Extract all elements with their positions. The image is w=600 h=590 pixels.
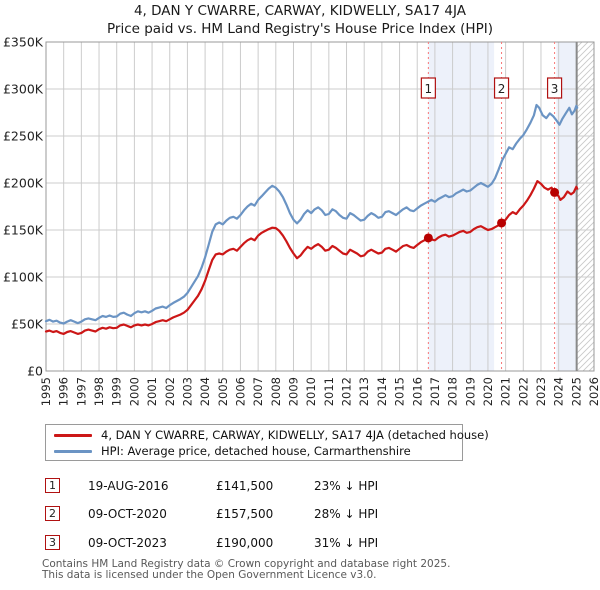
sale-flag-number: 1: [425, 82, 433, 96]
x-axis-tick-label: 1998: [92, 377, 106, 406]
legend-item-hpi: HPI: Average price, detached house, Carm…: [46, 444, 462, 459]
legend-label-hpi: HPI: Average price, detached house, Carm…: [101, 444, 411, 458]
y-axis-tick-label: £100K: [3, 270, 44, 285]
sale-flag-box: [493, 77, 510, 99]
x-axis-tick-label: 2016: [410, 377, 424, 406]
y-axis-tick-label: £200K: [3, 176, 44, 191]
x-axis-tick-label: 2000: [127, 377, 141, 406]
x-axis-tick-label: 2006: [233, 377, 247, 406]
x-axis-tick-label: 2026: [587, 377, 600, 406]
hpi-line: [44, 103, 579, 325]
x-axis-tick-label: 2024: [552, 377, 566, 406]
x-axis-tick-label: 2007: [251, 377, 265, 406]
future-hatch-band: [576, 42, 594, 371]
x-axis-tick-label: 2013: [357, 377, 371, 406]
ownership-band: [428, 42, 495, 371]
sale-row-2: 2 09-OCT-2020 £157,500 28% ↓ HPI: [0, 506, 600, 524]
legend-item-property: 4, DAN Y CWARRE, CARWAY, KIDWELLY, SA17 …: [46, 428, 489, 443]
sale-marker-dot: [497, 218, 507, 228]
x-axis-tick-label: 2004: [198, 377, 212, 406]
sale-marker-dot: [550, 187, 560, 197]
page-subtitle: Price paid vs. HM Land Registry's House …: [107, 21, 493, 37]
x-axis-tick-label: 2014: [375, 377, 389, 406]
x-axis-tick-label: 1995: [39, 377, 53, 406]
x-axis-tick-label: 2020: [481, 377, 495, 406]
x-axis-tick-label: 1996: [57, 377, 71, 406]
sale-flag-number: 2: [498, 82, 506, 96]
y-axis-tick-label: £50K: [11, 317, 44, 332]
sale-row-1: 1 19-AUG-2016 £141,500 23% ↓ HPI: [0, 478, 600, 496]
x-axis-tick-label: 2018: [446, 377, 460, 406]
x-axis-tick-label: 2021: [499, 377, 513, 406]
x-axis-tick-label: 2008: [269, 377, 283, 406]
sale-date: 09-OCT-2020: [88, 507, 167, 521]
x-axis-tick-label: 2017: [428, 377, 442, 406]
x-axis-tick-label: 2005: [216, 377, 230, 406]
x-axis-tick-label: 2010: [304, 377, 318, 406]
ownership-band: [556, 42, 577, 371]
sale-hpi-delta: 23% ↓ HPI: [314, 479, 379, 493]
property-line: [44, 180, 579, 335]
sale-row-3: 3 09-OCT-2023 £190,000 31% ↓ HPI: [0, 535, 600, 553]
licence-line: This data is licensed under the Open Gov…: [42, 569, 377, 581]
sale-date: 19-AUG-2016: [88, 479, 169, 493]
chart-legend: 4, DAN Y CWARRE, CARWAY, KIDWELLY, SA17 …: [45, 424, 489, 461]
y-axis-tick-label: £150K: [3, 223, 44, 238]
sale-price: £190,000: [216, 536, 274, 550]
copyright-line: Contains HM Land Registry data © Crown c…: [42, 558, 451, 570]
sale-number-badge: 1: [45, 478, 60, 493]
x-axis-tick-label: 2002: [163, 377, 177, 406]
x-axis-tick-label: 2011: [322, 377, 336, 406]
y-axis-tick-label: £350K: [3, 36, 44, 50]
x-axis-tick-label: 2015: [393, 377, 407, 406]
sale-date: 09-OCT-2023: [88, 536, 167, 550]
y-axis-tick-label: £0: [27, 364, 43, 379]
x-axis-tick-label: 2023: [534, 377, 548, 406]
plot-border: [45, 41, 595, 372]
price-chart-svg: 1 2 3 £0 £50K £100K £150K £200K £250K £300K £350K 1…: [3, 35, 600, 407]
sale-flag-box: [420, 77, 436, 99]
x-axis-tick-label: 1997: [74, 377, 88, 406]
x-axis-tick-label: 2009: [287, 377, 301, 406]
price-chart: 1 2 3 £0 £50K £100K £150K £200K £250K £300K £350K 1…: [0, 35, 600, 418]
x-axis-tick-label: 1999: [110, 377, 124, 406]
sale-hpi-delta: 31% ↓ HPI: [314, 536, 379, 550]
legend-label-property: 4, DAN Y CWARRE, CARWAY, KIDWELLY, SA17 …: [101, 428, 489, 442]
page-title: 4, DAN Y CWARRE, CARWAY, KIDWELLY, SA17 …: [133, 3, 467, 19]
x-axis-tick-label: 2025: [569, 377, 583, 406]
x-axis-tick-label: 2022: [516, 377, 530, 406]
x-axis-tick-label: 2012: [340, 377, 354, 406]
sale-number-badge: 2: [45, 506, 60, 521]
y-axis-tick-label: £300K: [3, 82, 44, 97]
y-axis-tick-label: £250K: [3, 129, 44, 144]
sale-price: £157,500: [216, 507, 274, 521]
sale-number-badge: 3: [45, 535, 60, 550]
sale-hpi-delta: 28% ↓ HPI: [314, 507, 379, 521]
hpi-line-swatch: [54, 450, 92, 453]
x-axis-tick-label: 2001: [145, 377, 159, 406]
x-axis-tick-label: 2019: [463, 377, 477, 406]
property-line-swatch: [54, 434, 92, 437]
sale-marker-dot: [423, 233, 433, 243]
sale-flag-number: 3: [551, 82, 559, 96]
x-axis-tick-label: 2003: [180, 377, 194, 406]
sale-flag-box: [546, 77, 563, 99]
sale-price: £141,500: [216, 479, 274, 493]
